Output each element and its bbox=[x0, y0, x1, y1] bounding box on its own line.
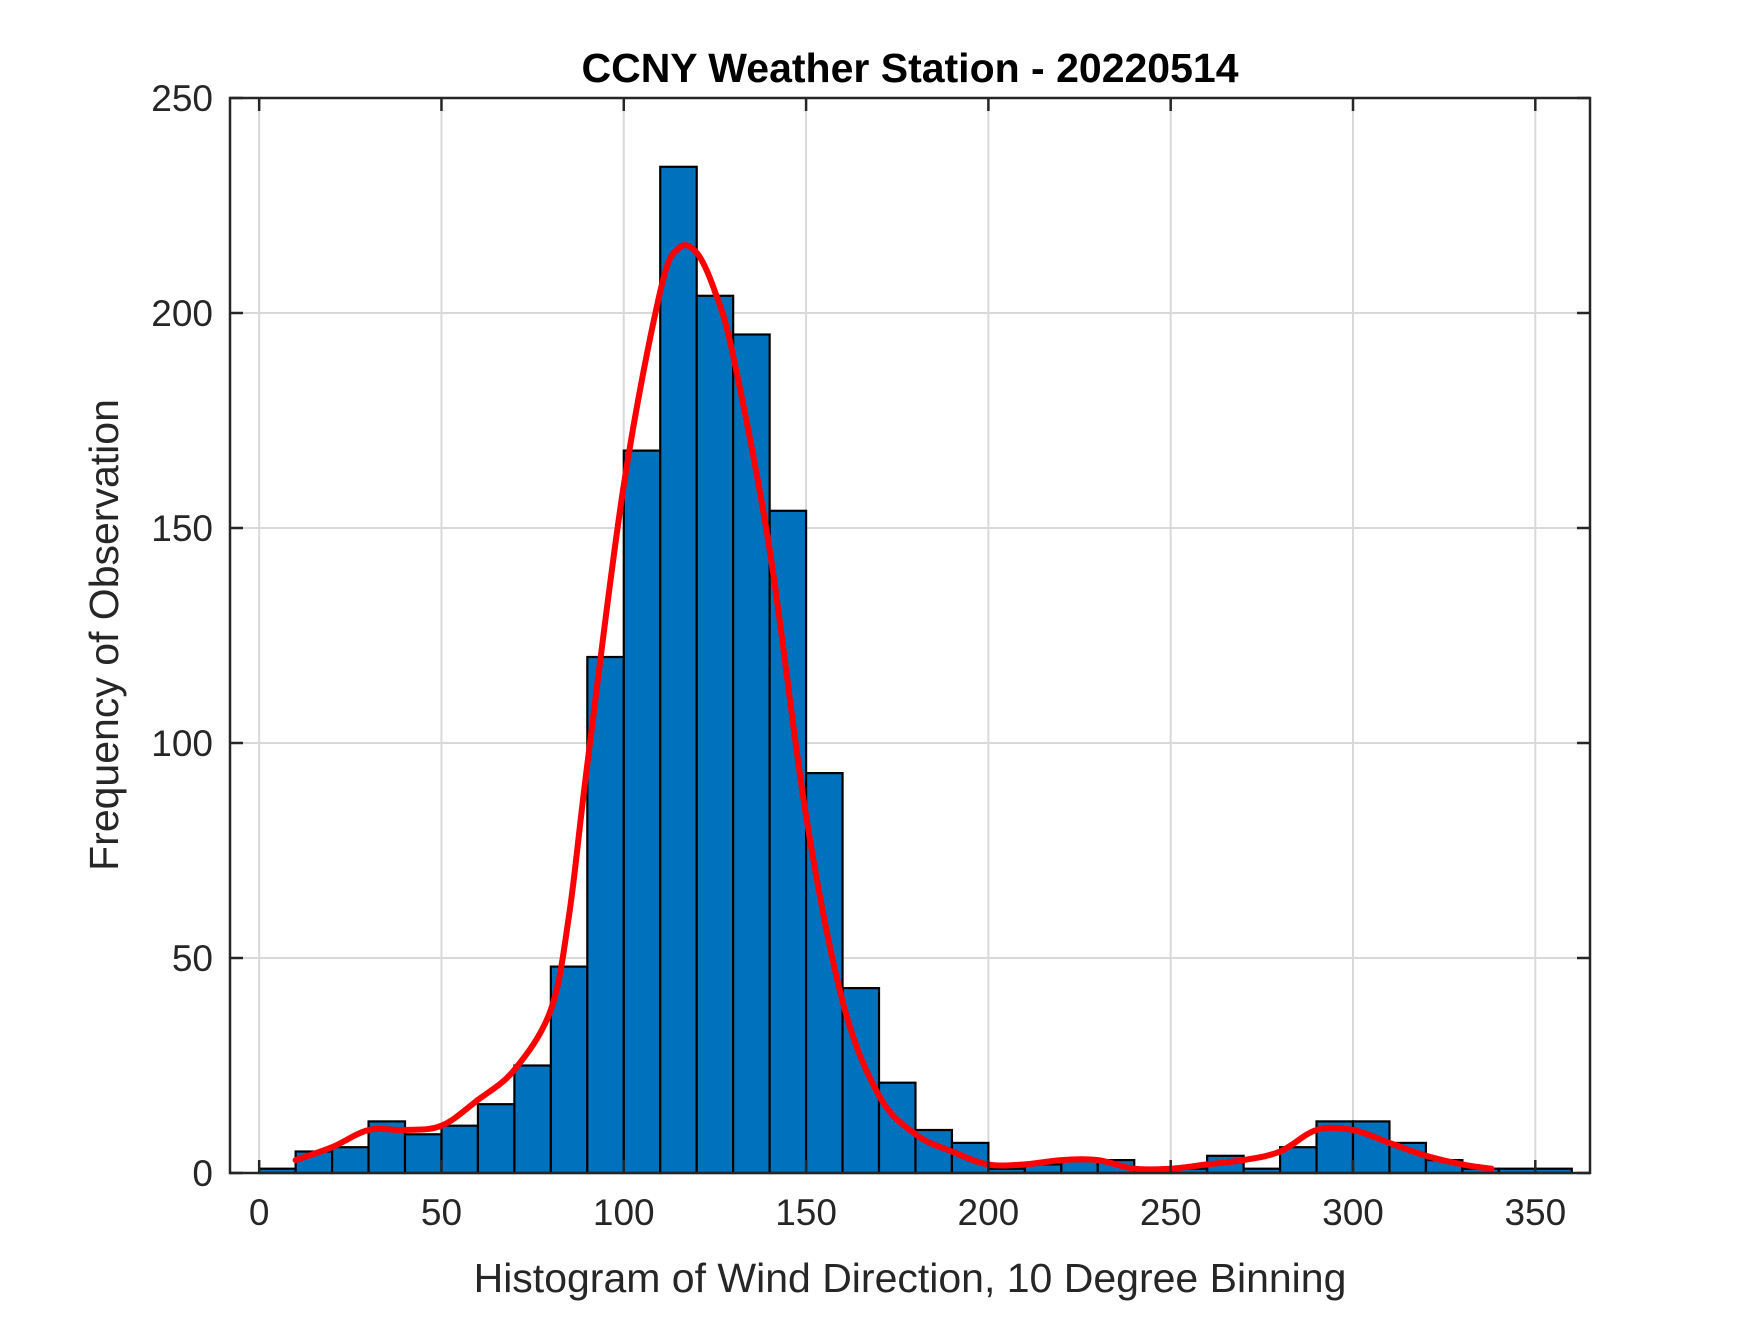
x-tick-labels: 0 50 100 150 200 250 300 350 bbox=[249, 1192, 1566, 1233]
y-tick-label: 150 bbox=[151, 508, 213, 549]
x-tick-label: 50 bbox=[421, 1192, 462, 1233]
axis-ticks bbox=[230, 96, 1590, 1175]
histogram-bar bbox=[476, 1103, 516, 1175]
x-tick-label: 0 bbox=[249, 1192, 270, 1233]
axes-box bbox=[228, 96, 1592, 1175]
y-tick-label: 0 bbox=[192, 1153, 213, 1194]
histogram-bar bbox=[513, 1064, 552, 1175]
histogram-bar bbox=[659, 165, 698, 1175]
fit-line-layer bbox=[292, 242, 1495, 1173]
plot-background bbox=[230, 98, 1590, 1173]
x-tick-label: 150 bbox=[775, 1192, 837, 1233]
y-tick-label: 50 bbox=[172, 938, 213, 979]
x-tick-label: 350 bbox=[1504, 1192, 1566, 1233]
histogram-bar bbox=[732, 333, 771, 1175]
histogram-bar bbox=[695, 294, 735, 1175]
fit-curve bbox=[292, 242, 1495, 1173]
histogram-bar bbox=[622, 449, 662, 1175]
y-tick-labels: 0 50 100 150 200 250 bbox=[151, 78, 213, 1194]
x-tick-label: 100 bbox=[593, 1192, 655, 1233]
histogram-bar bbox=[586, 655, 625, 1175]
y-tick-label: 200 bbox=[151, 293, 213, 334]
x-axis-label: Histogram of Wind Direction, 10 Degree B… bbox=[474, 1255, 1347, 1301]
x-tick-label: 200 bbox=[958, 1192, 1020, 1233]
y-tick-label: 250 bbox=[151, 78, 213, 119]
y-tick-label: 100 bbox=[151, 723, 213, 764]
histogram-bar bbox=[440, 1124, 480, 1175]
chart-title: CCNY Weather Station - 20220514 bbox=[581, 45, 1238, 91]
histogram-bar bbox=[403, 1133, 443, 1175]
histogram-bar bbox=[950, 1141, 990, 1175]
histogram-bar bbox=[549, 965, 589, 1175]
x-tick-label: 300 bbox=[1322, 1192, 1384, 1233]
histogram-bar bbox=[330, 1146, 370, 1175]
y-axis-label: Frequency of Observation bbox=[81, 399, 127, 871]
histogram-bar bbox=[768, 509, 808, 1175]
x-tick-label: 250 bbox=[1140, 1192, 1202, 1233]
